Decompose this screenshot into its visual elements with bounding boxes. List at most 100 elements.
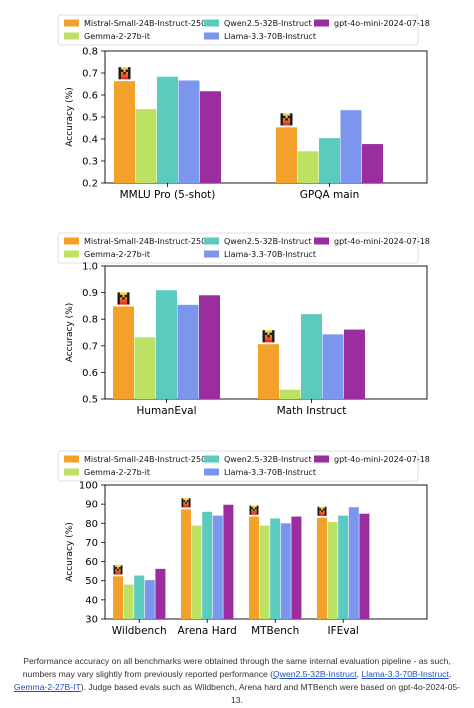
bar-gemma-2-27b-it-mmlu-pro-5-shot — [135, 109, 157, 183]
mistral-logo-icon — [113, 565, 123, 575]
legend-label: Gemma-2-27b-it — [84, 32, 150, 41]
bar-llama-3-3-70b-instruct-wildbench — [144, 580, 155, 619]
x-tick-label: IFEval — [328, 625, 359, 637]
legend-swatch — [204, 237, 219, 245]
y-tick-label: 0.3 — [82, 157, 98, 168]
legend-item-llama-3-3-70b-instruct: Llama-3.3-70B-Instruct — [204, 250, 316, 259]
bar-gemma-2-27b-it-mtbench — [259, 525, 270, 619]
bar-mistral-small-24b-instruct-2501-gpqa-main — [276, 127, 297, 183]
bar-qwen2-5-32b-instruct-mmlu-pro-5-shot — [157, 76, 178, 183]
legend-item-qwen2-5-32b-instruct: Qwen2.5-32B-Instruct — [204, 19, 312, 28]
legend-swatch — [64, 237, 79, 245]
y-tick-label: 1.0 — [82, 262, 98, 273]
y-axis-label: Accuracy (%) — [65, 522, 75, 582]
legend-swatch — [314, 19, 329, 27]
legend-item-gemma-2-27b-it: Gemma-2-27b-it — [64, 468, 150, 477]
y-tick-label: 0.6 — [82, 368, 98, 379]
y-tick-label: 40 — [85, 595, 98, 606]
legend-item-llama-3-3-70b-instruct: Llama-3.3-70B-Instruct — [204, 32, 316, 41]
y-tick-label: 0.9 — [82, 288, 98, 299]
y-tick-label: 0.6 — [82, 91, 98, 102]
mistral-logo-icon — [117, 292, 130, 305]
legend-label: Gemma-2-27b-it — [84, 468, 150, 477]
bar-llama-3-3-70b-instruct-gpqa-main — [340, 110, 362, 183]
mistral-logo-icon — [181, 498, 191, 508]
bar-qwen2-5-32b-instruct-math-instruct — [301, 314, 322, 399]
x-tick-label: HumanEval — [136, 405, 196, 417]
y-tick-label: 80 — [85, 519, 98, 530]
legend-label: Qwen2.5-32B-Instruct — [224, 19, 312, 28]
bar-qwen2-5-32b-instruct-ifeval — [338, 515, 349, 619]
legend-swatch — [64, 455, 79, 463]
legend-label: Llama-3.3-70B-Instruct — [224, 468, 316, 477]
bar-mistral-small-24b-instruct-2501-wildbench — [113, 576, 123, 619]
bar-gemma-2-27b-it-math-instruct — [279, 389, 301, 399]
gemma-link[interactable]: Gemma-2-27B-IT — [13, 682, 81, 692]
y-tick-label: 0.2 — [82, 179, 98, 190]
legend-item-qwen2-5-32b-instruct: Qwen2.5-32B-Instruct — [204, 455, 312, 464]
bar-qwen2-5-32b-instruct-mtbench — [270, 518, 281, 619]
legend-swatch — [314, 237, 329, 245]
mistral-logo-icon — [249, 505, 259, 515]
x-tick-label: Math Instruct — [277, 405, 347, 417]
bar-gpt-4o-mini-2024-07-18-math-instruct — [344, 329, 365, 399]
caption-line3: ). Judge based evals such as Wildbench, … — [80, 682, 461, 705]
legend-label: gpt-4o-mini-2024-07-18 — [334, 455, 430, 464]
qwen-link[interactable]: Qwen2.5-32B-Instruct — [273, 669, 357, 679]
legend-label: Llama-3.3-70B-Instruct — [224, 250, 316, 259]
llama-link[interactable]: Llama-3.3-70B-Instruct — [361, 669, 449, 679]
legend-swatch — [64, 250, 79, 258]
mistral-logo-icon — [280, 113, 293, 126]
legend: Mistral-Small-24B-Instruct-2501 Gemma-2-2… — [57, 232, 430, 264]
bar-gemma-2-27b-it-ifeval — [327, 521, 338, 619]
legend-item-gemma-2-27b-it: Gemma-2-27b-it — [64, 32, 150, 41]
legend-label: Gemma-2-27b-it — [84, 250, 150, 259]
legend-item-gpt-4o-mini-2024-07-18: gpt-4o-mini-2024-07-18 — [314, 19, 430, 28]
x-tick-label: GPQA main — [300, 189, 360, 200]
y-tick-label: 30 — [85, 615, 98, 626]
caption-line2: numbers may vary slightly from previousl… — [22, 669, 274, 679]
legend-swatch — [64, 32, 79, 40]
bar-gpt-4o-mini-2024-07-18-mtbench — [291, 516, 302, 619]
legend-item-mistral-small-24b-instruct-2501: Mistral-Small-24B-Instruct-2501 — [64, 237, 211, 246]
bar-llama-3-3-70b-instruct-humaneval — [177, 304, 199, 399]
x-tick-label: Wildbench — [112, 625, 167, 637]
y-tick-label: 100 — [79, 481, 98, 492]
bar-gpt-4o-mini-2024-07-18-gpqa-main — [362, 144, 383, 183]
x-tick-label: MMLU Pro (5-shot) — [120, 189, 216, 200]
y-tick-label: 50 — [85, 576, 98, 587]
bar-gpt-4o-mini-2024-07-18-wildbench — [155, 568, 166, 619]
bar-qwen2-5-32b-instruct-arena-hard — [202, 511, 213, 619]
chart-humaneval-math: Mistral-Small-24B-Instruct-2501 Gemma-2-2… — [57, 232, 430, 417]
legend-swatch — [64, 468, 79, 476]
bar-gpt-4o-mini-2024-07-18-mmlu-pro-5-shot — [200, 91, 221, 183]
y-tick-label: 90 — [85, 500, 98, 511]
mistral-logo-icon — [118, 67, 131, 80]
y-tick-label: 0.8 — [82, 315, 98, 326]
mistral-logo-icon — [317, 506, 327, 516]
legend-swatch — [204, 455, 219, 463]
chart-judge-evals: Mistral-Small-24B-Instruct-2501 Gemma-2-2… — [57, 450, 430, 637]
bar-qwen2-5-32b-instruct-gpqa-main — [319, 138, 340, 183]
legend-swatch — [314, 455, 329, 463]
legend-item-mistral-small-24b-instruct-2501: Mistral-Small-24B-Instruct-2501 — [64, 19, 211, 28]
y-axis-label: Accuracy (%) — [65, 87, 75, 147]
x-tick-label: Arena Hard — [178, 625, 237, 637]
bar-mistral-small-24b-instruct-2501-arena-hard — [181, 509, 191, 619]
x-tick-label: MTBench — [251, 625, 299, 637]
legend-label: Mistral-Small-24B-Instruct-2501 — [84, 19, 211, 28]
legend-swatch — [204, 250, 219, 258]
legend-item-gemma-2-27b-it: Gemma-2-27b-it — [64, 250, 150, 259]
y-tick-label: 0.7 — [82, 69, 98, 80]
bar-llama-3-3-70b-instruct-math-instruct — [322, 334, 344, 399]
bar-llama-3-3-70b-instruct-ifeval — [348, 507, 359, 619]
bar-qwen2-5-32b-instruct-wildbench — [134, 575, 145, 619]
bar-llama-3-3-70b-instruct-mtbench — [280, 523, 291, 619]
legend-item-qwen2-5-32b-instruct: Qwen2.5-32B-Instruct — [204, 237, 312, 246]
bar-gpt-4o-mini-2024-07-18-ifeval — [359, 513, 370, 619]
legend-label: Mistral-Small-24B-Instruct-2501 — [84, 237, 211, 246]
caption: Performance accuracy on all benchmarks w… — [13, 656, 461, 705]
bar-mistral-small-24b-instruct-2501-mtbench — [249, 516, 259, 619]
legend-label: Qwen2.5-32B-Instruct — [224, 237, 312, 246]
mistral-logo-icon — [262, 330, 275, 343]
